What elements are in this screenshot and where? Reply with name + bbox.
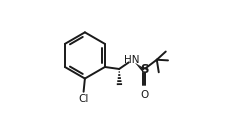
Text: S: S <box>140 63 149 76</box>
Text: O: O <box>140 90 148 100</box>
Text: Cl: Cl <box>78 94 89 104</box>
Text: HN: HN <box>124 55 139 65</box>
